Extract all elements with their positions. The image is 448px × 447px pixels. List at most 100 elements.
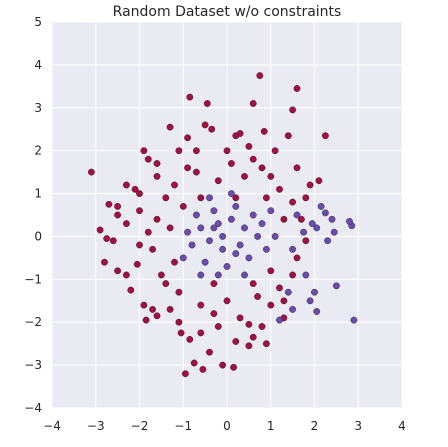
point-outer-class (197, 329, 205, 337)
point-outer-class (302, 194, 310, 202)
point-outer-class (276, 284, 283, 292)
point-inner-class (184, 228, 192, 236)
point-inner-class (324, 237, 331, 245)
point-inner-class (179, 254, 187, 262)
chart-title: Random Dataset w/o constraints (113, 4, 342, 20)
point-outer-class (166, 123, 174, 131)
point-inner-class (293, 211, 301, 219)
point-inner-class (306, 297, 314, 305)
point-outer-class (214, 177, 222, 185)
point-outer-class (162, 280, 170, 287)
point-inner-class (214, 220, 222, 228)
x-tick-labels: −4 −3 −2 −1 0 1 2 3 4 (43, 419, 406, 433)
point-outer-class (258, 323, 266, 330)
point-outer-class (114, 211, 122, 219)
point-outer-class (136, 207, 143, 215)
point-inner-class (206, 194, 213, 202)
point-outer-class (184, 134, 192, 142)
point-outer-class (232, 194, 240, 202)
point-inner-class (328, 215, 336, 223)
point-outer-class (123, 271, 130, 279)
point-inner-class (219, 245, 227, 253)
x-tick-label: 2 (311, 419, 319, 433)
point-outer-class (162, 194, 170, 202)
point-outer-class (206, 348, 213, 356)
point-inner-class (241, 224, 248, 232)
point-outer-class (289, 198, 296, 206)
point-outer-class (184, 164, 192, 172)
point-outer-class (136, 241, 143, 249)
point-outer-class (101, 258, 108, 266)
point-inner-class (210, 224, 218, 232)
y-tick-label: 0 (34, 229, 42, 243)
point-inner-class (232, 202, 240, 210)
point-inner-class (241, 271, 248, 279)
point-outer-class (133, 260, 141, 268)
point-outer-class (289, 106, 296, 114)
point-inner-class (227, 215, 235, 223)
y-tick-label: −1 (24, 272, 42, 286)
y-tick-labels: −4 −3 −2 −1 0 1 2 3 4 5 (24, 15, 42, 415)
y-tick-label: 5 (34, 15, 42, 29)
point-outer-class (140, 301, 148, 309)
point-outer-class (315, 177, 323, 185)
point-inner-class (206, 237, 213, 245)
point-outer-class (131, 185, 139, 193)
point-inner-class (267, 207, 275, 215)
x-tick-label: 3 (354, 419, 362, 433)
point-outer-class (280, 297, 288, 305)
point-outer-class (241, 172, 248, 180)
point-outer-class (199, 365, 207, 373)
point-outer-class (219, 361, 227, 369)
point-outer-class (284, 132, 292, 140)
point-outer-class (201, 121, 209, 129)
y-tick-label: 3 (34, 101, 42, 115)
y-tick-label: −3 (24, 358, 42, 372)
y-tick-label: 4 (34, 58, 42, 72)
point-inner-class (289, 245, 296, 253)
x-tick-label: 1 (267, 419, 275, 433)
point-inner-class (201, 258, 209, 266)
point-inner-class (258, 220, 266, 228)
grid-lines (51, 21, 403, 409)
point-inner-class (254, 232, 262, 240)
point-outer-class (249, 155, 257, 163)
point-inner-class (245, 254, 253, 262)
point-outer-class (186, 93, 194, 101)
point-outer-class (302, 237, 310, 245)
point-inner-class (321, 209, 329, 217)
point-outer-class (123, 220, 130, 228)
x-tick-label: −3 (87, 419, 105, 433)
y-tick-label: −4 (24, 401, 42, 415)
point-outer-class (227, 160, 235, 167)
point-outer-class (190, 359, 198, 367)
point-outer-class (186, 335, 194, 343)
point-outer-class (245, 342, 253, 350)
point-outer-class (245, 320, 253, 328)
point-outer-class (267, 172, 275, 180)
point-outer-class (175, 318, 183, 326)
point-outer-class (260, 127, 268, 135)
point-outer-class (127, 286, 135, 294)
point-outer-class (210, 280, 218, 287)
point-outer-class (223, 297, 231, 305)
point-outer-class (232, 338, 240, 345)
point-outer-class (203, 100, 211, 107)
point-outer-class (262, 340, 270, 348)
point-outer-class (144, 228, 152, 236)
point-outer-class (271, 147, 279, 155)
point-inner-class (300, 228, 307, 236)
point-inner-class (236, 241, 244, 249)
point-inner-class (197, 224, 205, 232)
point-outer-class (249, 333, 257, 341)
point-inner-class (284, 288, 292, 296)
x-tick-label: 0 (223, 419, 231, 433)
point-inner-class (197, 271, 205, 279)
point-inner-class (214, 271, 222, 279)
x-tick-label: −4 (43, 419, 61, 433)
point-inner-class (330, 228, 338, 236)
point-inner-class (313, 308, 321, 315)
point-outer-class (153, 172, 161, 180)
point-outer-class (256, 72, 264, 80)
point-outer-class (171, 258, 178, 266)
